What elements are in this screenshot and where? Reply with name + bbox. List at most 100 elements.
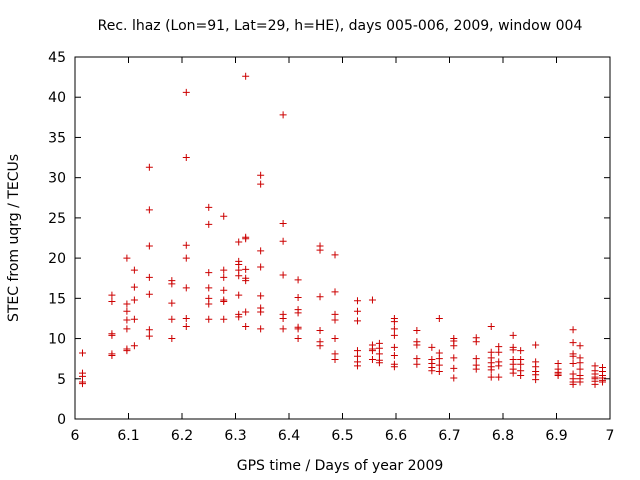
data-point [331, 355, 339, 363]
data-point [495, 373, 503, 381]
data-point [168, 280, 176, 288]
data-point [368, 347, 376, 355]
x-tick-label: 6 [71, 428, 80, 444]
data-point [390, 331, 398, 339]
x-tick-label: 6.8 [492, 428, 514, 444]
data-point [123, 316, 131, 324]
data-point [331, 251, 339, 259]
x-tick-label: 6.3 [224, 428, 246, 444]
data-point [279, 220, 287, 228]
data-point [576, 365, 584, 373]
data-point [145, 163, 153, 171]
data-point [413, 360, 421, 368]
data-point [220, 298, 228, 306]
data-point [242, 72, 250, 80]
data-point [242, 265, 250, 273]
data-point [517, 360, 525, 368]
data-point [331, 288, 339, 296]
data-point [257, 308, 265, 316]
data-point [591, 380, 599, 388]
x-tick-label: 6.5 [331, 428, 353, 444]
data-point [509, 331, 517, 339]
data-point [294, 335, 302, 343]
data-point [316, 342, 324, 350]
data-point [205, 220, 213, 228]
data-point [576, 378, 584, 386]
data-point [472, 355, 480, 363]
data-point [168, 335, 176, 343]
data-point [130, 315, 138, 323]
data-point [599, 378, 607, 386]
data-point [279, 325, 287, 333]
data-point [390, 343, 398, 351]
data-point [182, 314, 190, 322]
data-point [353, 297, 361, 305]
data-point [390, 325, 398, 333]
data-point [279, 271, 287, 279]
x-tick-label: 6.4 [278, 428, 300, 444]
data-point [569, 359, 577, 367]
plot-frame [74, 56, 611, 420]
data-point [353, 307, 361, 315]
data-point [145, 290, 153, 298]
data-point [435, 361, 443, 369]
data-point [294, 276, 302, 284]
data-point [294, 325, 302, 333]
data-points [78, 72, 607, 388]
data-point [242, 235, 250, 243]
data-point [123, 254, 131, 262]
data-point [495, 362, 503, 370]
data-point [182, 88, 190, 96]
data-point [108, 291, 116, 299]
data-point [390, 351, 398, 359]
data-point [353, 362, 361, 370]
data-point [78, 349, 86, 357]
data-point [331, 316, 339, 324]
data-point [294, 309, 302, 317]
data-point [205, 300, 213, 308]
data-point [257, 247, 265, 255]
data-point [495, 348, 503, 356]
data-point [435, 355, 443, 363]
data-point [130, 266, 138, 274]
data-point [242, 308, 250, 316]
y-tick-label: 40 [48, 90, 66, 106]
data-point [450, 342, 458, 350]
data-point [235, 313, 243, 321]
data-point [130, 283, 138, 291]
x-tick-label: 6.6 [385, 428, 407, 444]
data-point [532, 376, 540, 384]
data-point [279, 314, 287, 322]
data-point [428, 343, 436, 351]
data-point [375, 359, 383, 367]
data-point [390, 363, 398, 371]
data-point [235, 238, 243, 246]
data-point [435, 368, 443, 376]
data-point [123, 325, 131, 333]
data-point [168, 299, 176, 307]
data-point [569, 326, 577, 334]
x-tick-label: 7 [606, 428, 615, 444]
data-point [517, 347, 525, 355]
data-point [242, 322, 250, 330]
data-point [368, 355, 376, 363]
data-point [145, 326, 153, 334]
data-point [509, 369, 517, 377]
data-point [182, 254, 190, 262]
data-point [123, 300, 131, 308]
data-point [108, 351, 116, 359]
data-point [316, 246, 324, 254]
data-point [413, 341, 421, 349]
y-tick-label: 35 [48, 130, 66, 146]
data-point [235, 272, 243, 280]
data-point [353, 317, 361, 325]
data-point [450, 354, 458, 362]
data-point [294, 294, 302, 302]
y-tick-label: 0 [57, 412, 66, 428]
data-point [316, 293, 324, 301]
data-point [487, 373, 495, 381]
data-point [220, 212, 228, 220]
data-point [472, 365, 480, 373]
data-point [569, 352, 577, 360]
data-point [257, 325, 265, 333]
